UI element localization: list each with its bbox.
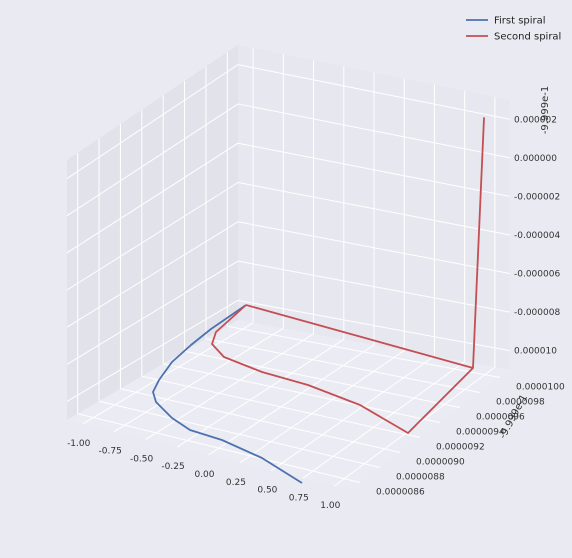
grid-line-z-left <box>66 299 239 402</box>
x-tick-label: 0.75 <box>289 493 309 503</box>
x-tick-label: -0.50 <box>130 454 154 464</box>
grid-line-x-floor <box>176 339 345 448</box>
grid-line-y-floor <box>184 350 461 408</box>
grid-line-z-back <box>237 142 511 197</box>
grid-line-z-left <box>66 142 239 254</box>
grid-line-z-left <box>66 64 239 179</box>
grid-line-z-back <box>237 260 511 313</box>
grid-line-z-back <box>237 103 511 159</box>
tick-labels: -1.00 -0.75 -0.50 -0.25 0.00 0.25 0.50 0.75 1.00… <box>67 115 565 511</box>
y-tick-label: 0.0000096 <box>476 413 525 423</box>
series-second-spiral <box>211 117 485 434</box>
grid-line-y-floor <box>227 325 501 378</box>
grid-line-x-floor <box>271 355 435 471</box>
grid-line-z-left <box>66 260 239 365</box>
legend-label-second: Second spiral <box>494 32 561 43</box>
z-tick-label: 0.000002 <box>514 115 557 125</box>
series-first-spiral <box>152 304 303 484</box>
x-tick-label: 0.25 <box>226 478 246 488</box>
z-tick-label: -0.000008 <box>514 308 560 318</box>
z-tick-label: 0.000000 <box>514 154 557 164</box>
grid-line-y-floor <box>98 400 381 468</box>
x-tick-label: -0.75 <box>99 447 122 457</box>
grid-line-x-floor <box>113 327 284 433</box>
x-tick-label: 1.00 <box>320 501 340 511</box>
grid-line-z-left <box>66 182 239 291</box>
grid-line-z-back <box>237 221 511 275</box>
grid-line-z-left <box>66 221 239 328</box>
y-tick-label: 0.0000088 <box>396 473 445 483</box>
grid-line-x-floor <box>208 344 375 456</box>
z-tick-label: -0.000004 <box>514 231 560 241</box>
z-tick-label: -0.000006 <box>514 270 560 280</box>
y-tick-label: 0.0000086 <box>376 488 425 498</box>
grid-line-x-floor <box>302 361 465 479</box>
grid-line-y-floor <box>205 338 481 393</box>
y-tick-label: 0.0000090 <box>416 458 465 468</box>
grid-line-y-floor <box>163 363 441 423</box>
grid-line-x-floor <box>145 333 314 440</box>
x-tick-label: 0.50 <box>257 486 277 496</box>
grid-line-y-floor <box>120 388 401 453</box>
y-tick-label: 0.0000098 <box>496 398 545 408</box>
x-tick-label: 0.00 <box>194 470 214 480</box>
grid-line-y-floor <box>141 375 421 438</box>
z-tick-label: 0.000010 <box>514 347 557 357</box>
grid-line-y-floor <box>77 413 361 483</box>
legend-label-first: First spiral <box>494 16 546 27</box>
pane-left <box>67 45 238 420</box>
y-tick-label: 0.0000094 <box>456 428 505 438</box>
grid-line-z-left <box>66 103 239 217</box>
pane-floor <box>67 320 510 490</box>
z-offset-label: -9.999e-1 <box>540 86 551 134</box>
x-tick-label: -0.25 <box>161 462 184 472</box>
y-tick-label: 0.0000092 <box>436 443 485 453</box>
data-lines <box>152 117 485 484</box>
grid-line-z-back <box>237 182 511 236</box>
y-tick-label: 0.0000100 <box>516 383 565 393</box>
grid-line-x-floor <box>82 322 254 425</box>
legend: First spiral Second spiral <box>466 16 561 43</box>
x-tick-label: -1.00 <box>67 439 91 449</box>
grid-line-x-floor <box>239 350 405 464</box>
grid-line-z-back <box>237 64 511 120</box>
z-tick-label: -0.000002 <box>514 192 560 202</box>
grid-lines <box>66 48 511 487</box>
grid-line-z-back <box>237 299 511 352</box>
